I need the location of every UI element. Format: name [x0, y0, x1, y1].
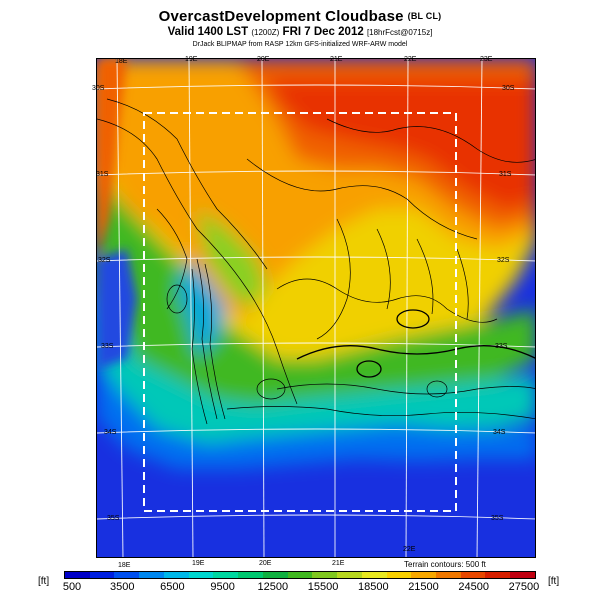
map-title: OvercastDevelopment Cloudbase (BL CL)	[158, 8, 442, 25]
lon-label-top: 19E	[185, 56, 198, 63]
lat-label-right: 30S	[502, 85, 515, 92]
colorbar-swatch	[510, 572, 535, 578]
colorbar-swatch	[411, 572, 437, 578]
colorbar-tick-label: 18500	[357, 581, 389, 593]
lat-label-left: 30S	[92, 85, 105, 92]
colorbar-tick-label: 500	[62, 581, 82, 593]
lat-label-left: 31S	[96, 171, 109, 178]
colorbar-labels: 500 3500 6500 9500 12500 15500 18500 21500 24500…	[60, 581, 540, 595]
model-description: DrJack BLIPMAP from RASP 12km GFS-initia…	[192, 41, 408, 48]
coastal-fringe	[97, 59, 137, 369]
colorbar-swatch	[163, 572, 189, 578]
colorbar-tick-label: 12500	[257, 581, 289, 593]
colorbar-tick-label: 21500	[408, 581, 439, 593]
colorbar-swatch	[312, 572, 338, 578]
lat-label-left: 32S	[98, 257, 111, 264]
map-subtitle: Valid 1400 LST (1200Z) FRI 7 Dec 2012 [1…	[167, 26, 433, 38]
colorbar	[64, 571, 536, 579]
cloudbase-map	[96, 58, 536, 558]
lat-label-left: 34S	[104, 429, 117, 436]
colorbar-tick-label: 15500	[307, 581, 339, 593]
lat-label-right: 32S	[497, 257, 510, 264]
cloudbase-field	[97, 59, 535, 469]
lon-label-top: 21E	[330, 56, 343, 63]
colorbar-swatch	[139, 572, 164, 578]
colorbar-swatch	[485, 572, 511, 578]
colorbar-tick-label: 27500	[508, 581, 540, 593]
colorbar-swatch	[460, 572, 486, 578]
lon-label-top: 23E	[480, 56, 493, 63]
colorbar-swatch	[65, 572, 90, 578]
lat-label-left: 33S	[101, 343, 114, 350]
lon-label-bottom: 21E	[332, 560, 345, 567]
colorbar-swatch	[386, 572, 412, 578]
colorbar-tick-label: 9500	[210, 581, 235, 593]
lat-label-right: 33S	[495, 343, 508, 350]
colorbar-swatch	[337, 572, 362, 578]
terrain-contours	[97, 98, 535, 425]
map-canvas	[97, 59, 535, 557]
unit-label-left: [ft]	[38, 576, 50, 587]
lat-label-right: 31S	[499, 171, 512, 178]
lon-label-top: 22E	[404, 56, 417, 63]
lon-label-top: 20E	[257, 56, 270, 63]
colorbar-tick-label: 6500	[160, 581, 185, 593]
lon-label-top: 18E	[115, 58, 128, 65]
colorbar-swatch	[436, 572, 461, 578]
lat-label-left: 35S	[107, 515, 120, 522]
colorbar-swatch	[361, 572, 387, 578]
colorbar-swatch	[89, 572, 115, 578]
colorbar-swatch	[262, 572, 288, 578]
colorbar-swatch	[114, 572, 140, 578]
lat-lon-grid	[97, 59, 535, 557]
lon-label-bottom: 20E	[259, 560, 272, 567]
lat-label-right: 34S	[493, 429, 506, 436]
colorbar-swatch	[213, 572, 239, 578]
lat-label-right: 35S	[491, 515, 504, 522]
lon-label-bottom: 19E	[192, 560, 205, 567]
lon-label-bottom: 18E	[118, 562, 131, 569]
lon-label-bottom: 22E	[403, 546, 416, 553]
unit-label-right: [ft]	[548, 576, 560, 587]
terrain-contours-note: Terrain contours: 500 ft	[404, 560, 486, 569]
domain-box	[143, 112, 457, 512]
colorbar-swatch	[188, 572, 214, 578]
colorbar-tick-label: 3500	[109, 581, 135, 593]
colorbar-swatch	[238, 572, 263, 578]
colorbar-swatch	[287, 572, 313, 578]
colorbar-tick-label: 24500	[458, 581, 489, 593]
